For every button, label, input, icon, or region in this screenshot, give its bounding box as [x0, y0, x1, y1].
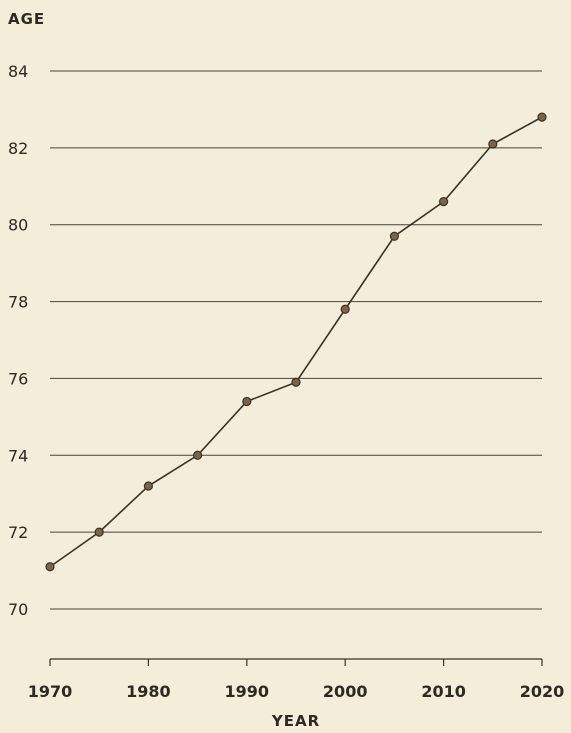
data-point-1975 [94, 527, 104, 537]
x-tick-label-1970: 1970 [28, 682, 73, 701]
y-tick-labels: 70 72 74 76 78 80 82 84 [8, 62, 28, 619]
y-tick-label-74: 74 [8, 446, 28, 465]
y-axis-title: AGE [8, 10, 45, 28]
data-point-1995 [291, 377, 301, 387]
data-point-1985 [193, 450, 203, 460]
y-tick-label-70: 70 [8, 600, 28, 619]
x-axis [49, 658, 543, 666]
x-tick-label-2010: 2010 [421, 682, 466, 701]
x-tick-label-2000: 2000 [323, 682, 368, 701]
y-tick-label-84: 84 [8, 62, 28, 81]
y-tick-label-78: 78 [8, 293, 28, 312]
series-line-layer [49, 116, 543, 568]
y-tick-label-82: 82 [8, 139, 28, 158]
y-tick-label-76: 76 [8, 369, 28, 388]
data-point-2020 [537, 112, 547, 122]
grid-lines [50, 70, 542, 610]
data-point-1980 [143, 481, 153, 491]
y-tick-label-72: 72 [8, 523, 28, 542]
x-tick-label-1980: 1980 [126, 682, 171, 701]
data-point-2005 [389, 231, 399, 241]
y-tick-label-80: 80 [8, 216, 28, 235]
data-points [45, 112, 547, 572]
x-tick-label-2020: 2020 [520, 682, 565, 701]
x-axis-title: YEAR [271, 712, 320, 730]
data-point-2010 [439, 197, 449, 207]
data-point-2015 [488, 139, 498, 149]
data-point-1970 [45, 562, 55, 572]
data-point-1990 [242, 396, 252, 407]
data-point-2000 [340, 304, 350, 314]
x-tick-label-1990: 1990 [225, 682, 270, 701]
series-line-0 [49, 116, 543, 568]
x-tick-labels: 1970 1980 1990 2000 2010 2020 [28, 682, 565, 701]
